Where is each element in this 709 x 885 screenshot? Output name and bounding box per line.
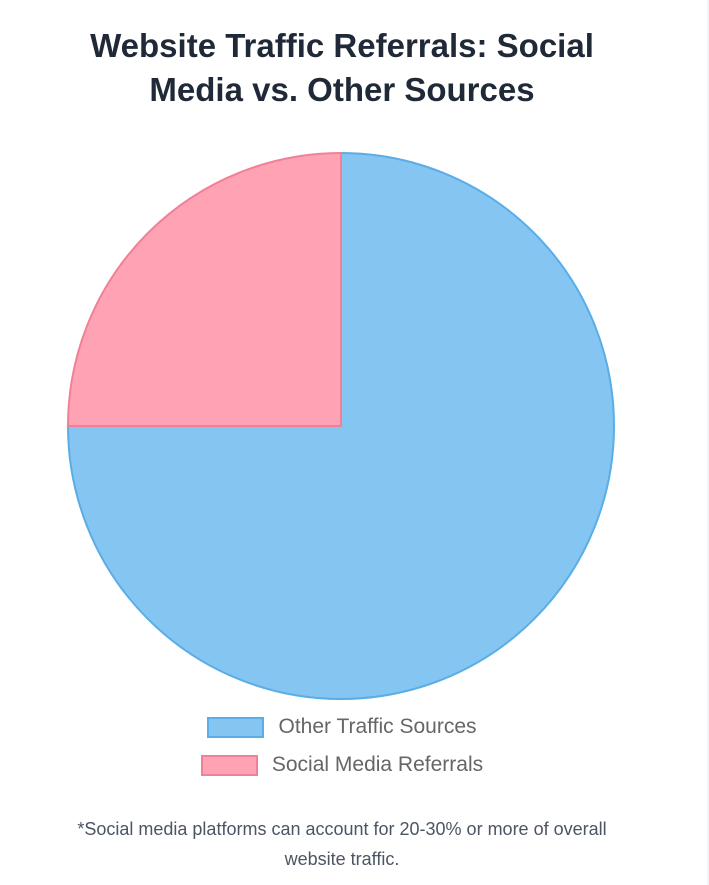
chart-title: Website Traffic Referrals: Social Media … — [0, 24, 684, 112]
legend-label-social-media-referrals: Social Media Referrals — [271, 753, 484, 776]
legend-swatch-other-traffic-sources — [207, 716, 265, 738]
page-edge-divider — [707, 0, 709, 885]
legend-item-other-traffic-sources[interactable]: Other Traffic Sources — [0, 708, 684, 746]
chart-title-line-2: Media vs. Other Sources — [149, 71, 535, 108]
pie-chart — [0, 130, 709, 720]
chart-title-line-1: Website Traffic Referrals: Social — [90, 27, 594, 64]
legend-item-social-media-referrals[interactable]: Social Media Referrals — [0, 746, 684, 784]
pie-chart-svg — [66, 151, 615, 700]
chart-footnote: *Social media platforms can account for … — [0, 814, 684, 874]
footnote-line-2: website traffic. — [284, 849, 400, 869]
pie-slice-other-traffic-sources[interactable] — [66, 151, 615, 700]
legend-label-other-traffic-sources: Other Traffic Sources — [278, 715, 477, 738]
chart-legend: Other Traffic Sources Social Media Refer… — [0, 708, 684, 784]
legend-swatch-social-media-referrals — [200, 754, 258, 776]
pie-slice-social-media-referrals[interactable] — [66, 151, 342, 427]
footnote-line-1: *Social media platforms can account for … — [77, 819, 607, 839]
